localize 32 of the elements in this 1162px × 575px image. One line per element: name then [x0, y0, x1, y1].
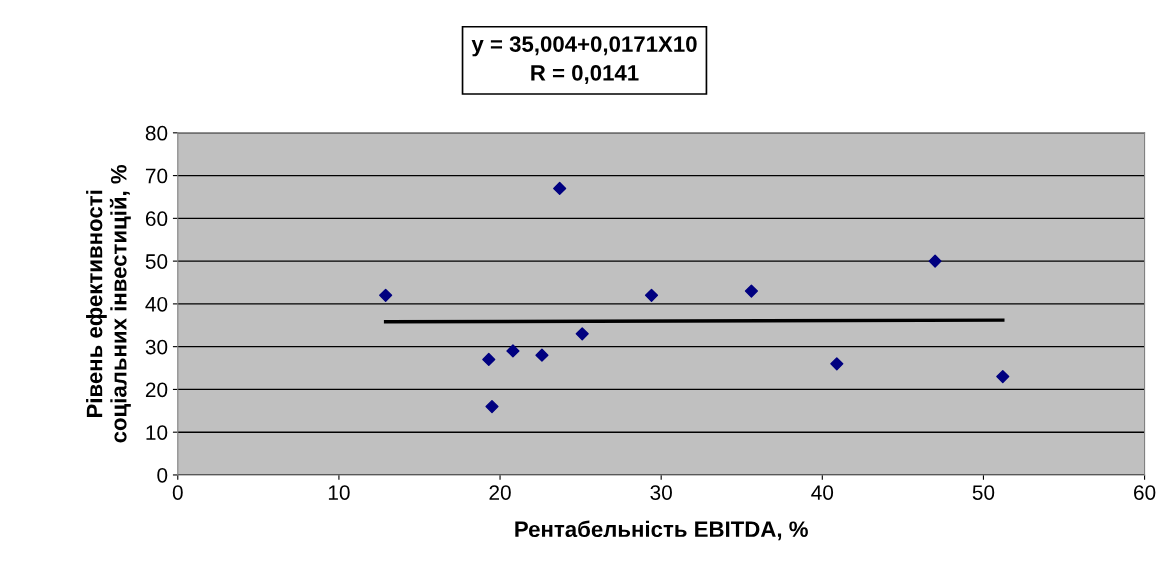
point — [485, 399, 499, 414]
chart-title: y = 35,004+0,0171X10 — [471, 36, 697, 57]
x-tick-label: 10 — [328, 485, 350, 500]
y-tick-label: 20 — [145, 382, 168, 398]
point — [644, 288, 659, 302]
x-tick-label: 60 — [1134, 485, 1156, 500]
x-tick-label: 30 — [650, 485, 672, 500]
point — [535, 348, 549, 362]
y-tick-label: 0 — [157, 467, 168, 483]
point — [482, 352, 496, 367]
point — [830, 357, 844, 371]
point — [996, 370, 1010, 384]
point — [575, 327, 589, 341]
y-axis-title: Рівень ефективності соціальних інвестицій, % — [86, 164, 131, 443]
point — [553, 181, 567, 196]
x-tick-label: 40 — [811, 485, 834, 500]
y-tick-label: 40 — [145, 296, 168, 312]
x-tick-label: 0 — [172, 485, 183, 500]
x-tick-label: 20 — [489, 485, 511, 500]
point — [506, 344, 520, 358]
x-axis-title: Рентабельність EBITDA, % — [515, 520, 808, 541]
y-tick-label: 70 — [145, 168, 168, 184]
chart-subtitle: R = 0,0141 — [531, 64, 639, 84]
x-tick-label: 50 — [972, 485, 995, 500]
y-tick-label: 30 — [145, 339, 168, 355]
point — [744, 284, 758, 298]
y-tick-label: 50 — [145, 254, 168, 269]
y-tick-label: 10 — [146, 425, 168, 440]
y-tick-label: 60 — [145, 211, 168, 227]
point — [928, 254, 942, 268]
y-tick-label: 80 — [145, 125, 168, 141]
point — [379, 288, 393, 302]
